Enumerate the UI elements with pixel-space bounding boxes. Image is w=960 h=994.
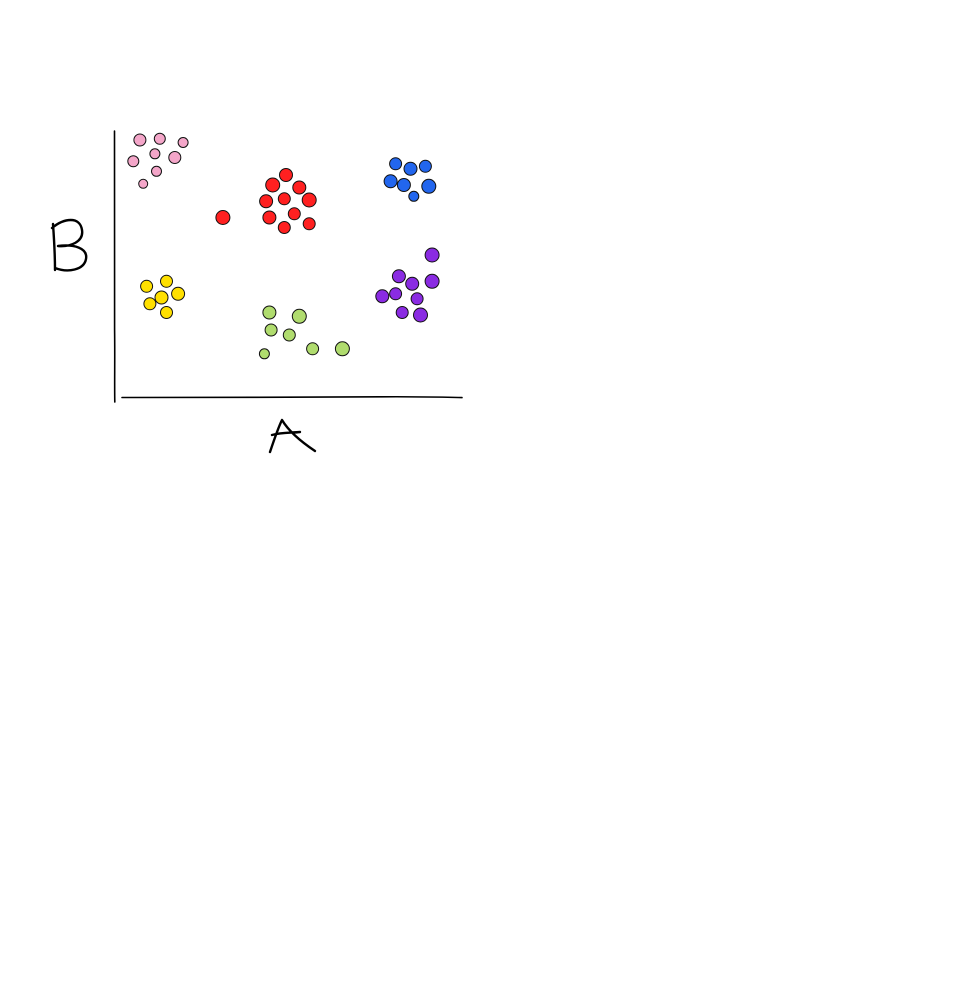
data-point-5-7 [395, 306, 409, 319]
data-point-4-5 [334, 341, 350, 357]
data-point-2-6 [408, 190, 420, 202]
data-point-0-0 [133, 133, 147, 147]
data-point-0-3 [149, 148, 161, 160]
data-point-2-0 [389, 157, 403, 171]
data-point-0-5 [127, 155, 140, 168]
data-point-5-1 [391, 269, 406, 284]
x-axis-label-glyph [268, 418, 317, 454]
data-point-5-3 [424, 273, 440, 289]
data-point-1-8 [302, 217, 316, 231]
data-point-5-2 [405, 276, 420, 291]
data-point-1-6 [262, 210, 277, 225]
data-point-5-0 [424, 247, 440, 263]
data-point-3-2 [171, 286, 186, 301]
data-point-4-0 [262, 305, 277, 320]
series-2 [383, 157, 437, 202]
data-point-5-4 [375, 289, 390, 304]
data-point-4-1 [291, 308, 307, 324]
data-point-3-4 [143, 297, 157, 311]
data-point-1-3 [259, 194, 274, 209]
data-point-0-2 [177, 137, 189, 148]
series-3 [140, 274, 186, 319]
data-point-1-9 [277, 221, 291, 234]
data-point-5-8 [413, 307, 428, 323]
data-point-4-6 [258, 348, 270, 360]
data-point-1-7 [287, 207, 301, 221]
y-axis-label-glyph [50, 218, 88, 272]
x-axis [121, 395, 463, 399]
data-point-2-3 [383, 174, 398, 189]
data-point-1-0 [279, 168, 293, 182]
series-4 [258, 305, 350, 360]
data-point-2-5 [421, 178, 437, 194]
data-point-3-1 [140, 279, 154, 293]
data-point-3-5 [160, 306, 173, 319]
series-5 [375, 247, 440, 323]
data-point-2-1 [403, 161, 418, 176]
y-axis-label: B [50, 218, 88, 272]
data-point-1-1 [265, 177, 281, 193]
data-point-2-4 [396, 178, 411, 192]
data-point-0-6 [151, 165, 162, 177]
data-point-2-2 [418, 159, 432, 173]
data-point-4-2 [264, 323, 278, 337]
data-point-5-5 [389, 287, 403, 301]
x-axis-label: A [268, 418, 317, 454]
data-point-3-0 [160, 274, 173, 288]
data-point-4-4 [306, 342, 320, 356]
data-point-1-4 [277, 192, 291, 206]
data-point-0-1 [153, 132, 166, 145]
data-point-0-4 [168, 151, 182, 164]
data-point-1-10 [215, 210, 231, 225]
data-point-1-2 [292, 180, 307, 195]
data-point-4-3 [282, 328, 296, 342]
data-point-3-3 [154, 290, 169, 305]
data-point-5-6 [410, 292, 424, 306]
data-point-1-5 [301, 192, 317, 208]
series-0 [127, 132, 189, 189]
x-axis-line [121, 395, 463, 399]
data-points [127, 132, 440, 360]
data-point-0-7 [138, 178, 149, 189]
series-1 [215, 168, 317, 234]
